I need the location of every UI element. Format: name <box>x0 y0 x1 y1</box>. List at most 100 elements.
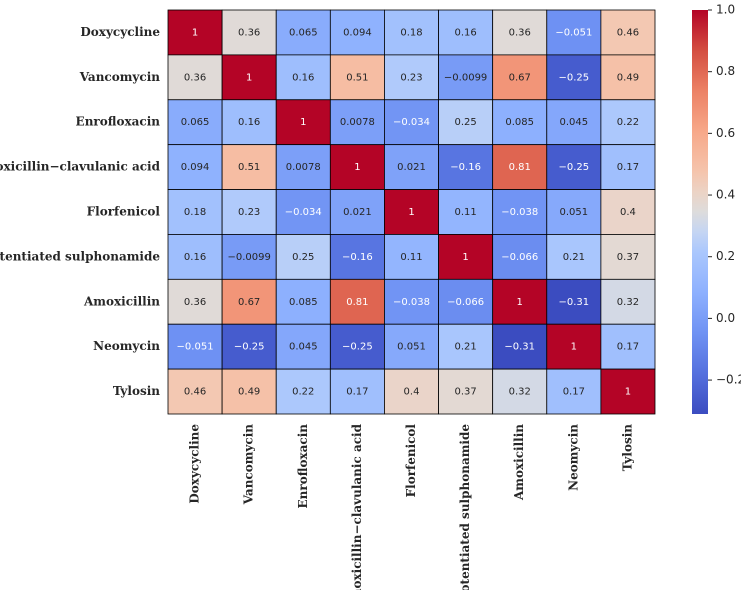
cell-label: 0.021 <box>343 207 372 218</box>
cell-label: 0.46 <box>617 27 639 38</box>
cell-label: 1 <box>408 207 414 218</box>
heatmap-cell <box>384 278 439 325</box>
cell-label: 0.37 <box>454 387 476 398</box>
heatmap-cell <box>329 144 385 190</box>
heatmap-cell <box>329 368 385 415</box>
cell-label: −0.16 <box>450 162 481 173</box>
heatmap-cell <box>384 234 439 280</box>
cell-label: 1 <box>354 162 360 173</box>
cell-label: 0.16 <box>184 252 206 263</box>
cell-label: 0.36 <box>184 297 206 308</box>
cell-label: 1 <box>571 342 577 353</box>
cell-label: 0.17 <box>617 342 639 353</box>
heatmap-cell <box>329 323 385 370</box>
cell-label: −0.066 <box>447 297 484 308</box>
heatmap-cell <box>329 234 385 280</box>
cell-label: 0.16 <box>454 27 476 38</box>
cell-label: 0.4 <box>404 387 420 398</box>
heatmap-cell <box>275 323 331 370</box>
heatmap-cell <box>221 9 277 56</box>
heatmap-cell <box>167 54 223 101</box>
cell-label: −0.31 <box>559 297 590 308</box>
col-label: Florfenicol <box>404 424 418 498</box>
colorbar-tick-label: 0.2 <box>716 249 735 263</box>
cell-label: −0.16 <box>342 252 373 263</box>
col-label: Enrofloxacin <box>296 424 310 509</box>
cell-label: 0.045 <box>560 117 589 128</box>
cell-label: 1 <box>462 252 468 263</box>
heatmap-cell <box>492 278 548 325</box>
row-label: Potentiated sulphonamide <box>0 249 160 263</box>
col-label: Potentiated sulphonamide <box>458 424 472 590</box>
col-label: Amoxicillin <box>512 424 526 501</box>
cell-label: −0.038 <box>501 207 538 218</box>
heatmap-cell <box>438 234 494 280</box>
colorbar-tick-label: 0.8 <box>716 64 735 78</box>
heatmap-cell <box>384 323 439 370</box>
heatmap-cell <box>492 99 548 146</box>
cell-label: −0.0099 <box>444 72 487 83</box>
heatmap-cell <box>329 189 385 235</box>
heatmap-cell <box>600 368 656 415</box>
row-label: Amoxicillin−clavulanic acid <box>0 160 161 174</box>
heatmap-cell <box>546 54 602 101</box>
heatmap-cell <box>600 54 656 101</box>
cell-label: 0.051 <box>560 207 589 218</box>
cell-label: 0.81 <box>509 162 531 173</box>
cell-label: 1 <box>517 297 523 308</box>
cell-label: 0.25 <box>292 252 314 263</box>
heatmap-cell <box>167 368 223 415</box>
cell-label: 0.17 <box>346 387 368 398</box>
cell-label: 0.16 <box>238 117 260 128</box>
cell-label: −0.25 <box>559 72 590 83</box>
row-label: Tylosin <box>113 384 160 398</box>
cell-label: −0.034 <box>393 117 430 128</box>
cell-label: 0.36 <box>184 72 206 83</box>
heatmap-cell <box>384 54 439 101</box>
row-label: Neomycin <box>93 339 160 353</box>
heatmap-cell <box>275 368 331 415</box>
cell-label: 0.0078 <box>340 117 375 128</box>
heatmap-cell <box>384 368 439 415</box>
cell-label: 0.18 <box>184 207 206 218</box>
cell-label: 0.32 <box>617 297 639 308</box>
cell-label: 1 <box>246 72 252 83</box>
col-label: Neomycin <box>566 424 580 491</box>
cell-label: 0.49 <box>238 387 260 398</box>
cell-label: 0.094 <box>181 162 210 173</box>
heatmap-cell <box>275 54 331 101</box>
heatmap-cell <box>600 234 656 280</box>
cell-label: 0.051 <box>397 342 426 353</box>
cell-label: 0.23 <box>238 207 260 218</box>
heatmap-cell <box>167 9 223 56</box>
heatmap-cell <box>221 234 277 280</box>
heatmap-cell <box>275 9 331 56</box>
heatmap-cell <box>221 144 277 190</box>
cell-label: −0.034 <box>285 207 322 218</box>
colorbar-tick-label: 0.4 <box>716 188 735 202</box>
heatmap-cell <box>167 323 223 370</box>
cell-label: 1 <box>192 27 198 38</box>
heatmap-cell <box>600 99 656 146</box>
cell-label: 0.25 <box>454 117 476 128</box>
col-label: Amoxicillin−clavulanic acid <box>350 423 364 590</box>
cell-label: 0.085 <box>289 297 318 308</box>
heatmap-cell <box>438 9 494 56</box>
heatmap-cell <box>492 368 548 415</box>
cell-label: 0.4 <box>620 207 636 218</box>
row-label: Enrofloxacin <box>76 115 161 129</box>
heatmap-cell <box>221 99 277 146</box>
cell-label: 0.045 <box>289 342 318 353</box>
cell-label: 0.065 <box>289 27 318 38</box>
cell-label: 0.21 <box>563 252 585 263</box>
cell-label: −0.25 <box>342 342 373 353</box>
heatmap-cell <box>167 99 223 146</box>
heatmap-cell <box>546 234 602 280</box>
cell-label: 0.23 <box>400 72 422 83</box>
heatmap-cell <box>600 323 656 370</box>
cell-label: 0.17 <box>617 162 639 173</box>
heatmap-cell <box>167 278 223 325</box>
row-label: Vancomycin <box>79 70 161 84</box>
cell-label: 0.46 <box>184 387 206 398</box>
colorbar-tick-label: −0.2 <box>716 373 741 387</box>
